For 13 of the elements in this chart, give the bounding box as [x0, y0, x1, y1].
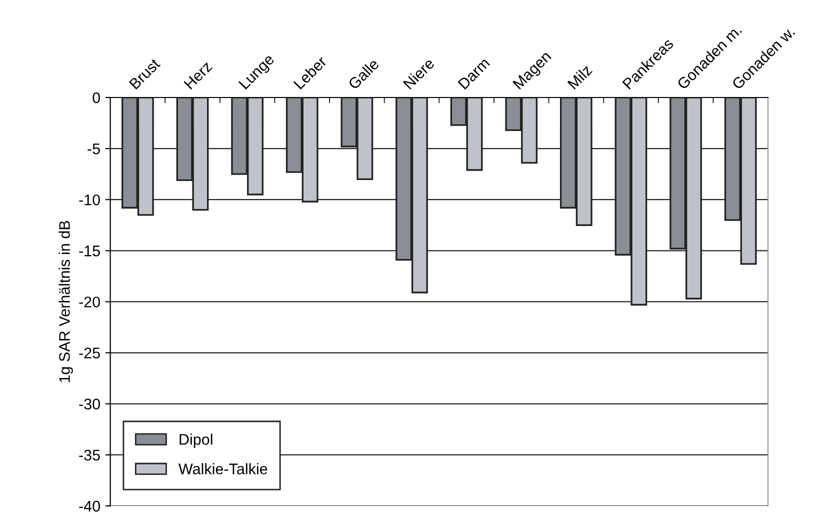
y-tick-label: -25	[79, 348, 100, 358]
y-tick-label: -40	[79, 500, 100, 512]
y-tick-label: -5	[88, 144, 100, 154]
x-tick-label: Milz	[566, 64, 593, 90]
y-axis-title: 1g SAR Verhältnis in dB	[58, 220, 73, 382]
legend-label: Dipol	[180, 434, 212, 448]
legend-label: Walkie-Talkie	[178, 463, 268, 474]
y-tick-label: -15	[79, 246, 100, 256]
y-tick-label: -30	[79, 398, 100, 410]
y-tick-label: -10	[79, 194, 100, 206]
y-tick-label: -20	[79, 296, 100, 308]
y-tick-label: 0	[92, 92, 100, 104]
y-tick-label: -35	[79, 450, 100, 461]
